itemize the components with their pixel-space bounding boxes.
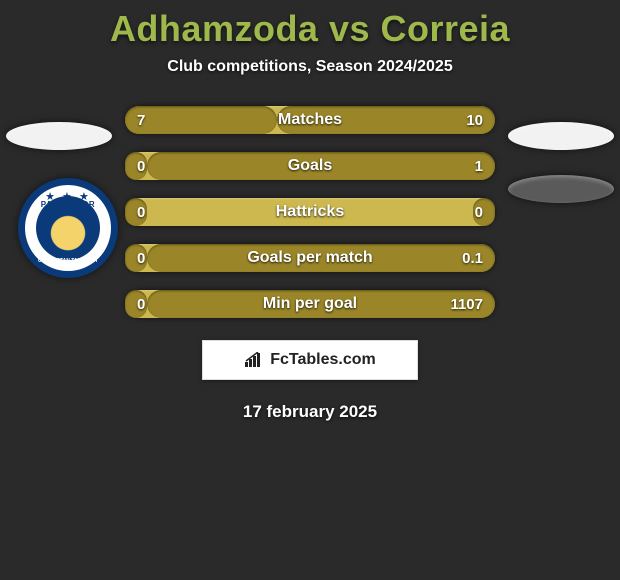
stat-label: Goals per match (125, 244, 495, 272)
left-team-badge-1 (6, 122, 112, 150)
left-team-crest: ★ ★ ★ PAKHTAKOR UZBEKISTAN TASHKENT (18, 178, 118, 278)
crest-text-top: PAKHTAKOR (18, 200, 118, 209)
stat-label: Hattricks (125, 198, 495, 226)
watermark-text: FcTables.com (270, 351, 376, 369)
stat-row: 01Goals (125, 152, 495, 180)
card: Adhamzoda vs Correia Club competitions, … (0, 0, 620, 580)
stat-row: 01107Min per goal (125, 290, 495, 318)
subtitle: Club competitions, Season 2024/2025 (0, 58, 620, 76)
date: 17 february 2025 (0, 402, 620, 422)
watermark: FcTables.com (202, 340, 418, 380)
stat-row: 710Matches (125, 106, 495, 134)
crest-text-bottom: UZBEKISTAN TASHKENT (18, 258, 118, 264)
right-team-badge-2 (508, 175, 614, 203)
page-title: Adhamzoda vs Correia (0, 8, 620, 50)
stat-label: Min per goal (125, 290, 495, 318)
stat-label: Matches (125, 106, 495, 134)
stat-row: 00Hattricks (125, 198, 495, 226)
bar-chart-icon (244, 352, 264, 368)
right-team-badge-1 (508, 122, 614, 150)
stat-row: 00.1Goals per match (125, 244, 495, 272)
stat-label: Goals (125, 152, 495, 180)
